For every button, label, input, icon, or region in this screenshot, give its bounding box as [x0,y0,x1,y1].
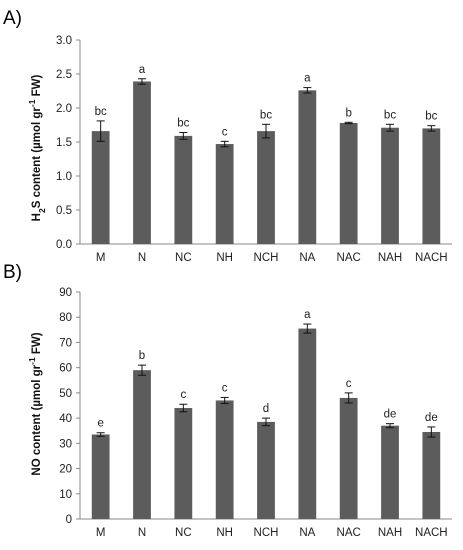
panel-b-y-tick-label: 10 [59,489,72,501]
panel-a-bar-na [298,90,317,244]
panel-b-y-tick-label: 40 [59,413,72,425]
panel-a-significance-label: bc [95,106,107,118]
panel-b-significance-label: d [263,403,269,415]
panel-a-y-tick-label: 3.0 [56,35,72,47]
panel-b-y-tick-label: 90 [59,287,72,299]
panel-a-bar-nch [257,131,275,244]
panel-b-x-tick-label: NA [299,527,315,539]
panel-b-bar-m [91,434,110,519]
panel-b-bar-nch [257,421,275,519]
panel-b-y-tick-label: 20 [59,464,72,476]
panel-a-plot: 0.0 0.5 1.0 1.5 2.0 2.5 3.0 bc Ma Nbc NC c NH bc NCH a N… [56,35,452,264]
panel-b-plot: 0 10 20 30 40 50 60 70 80 90 e Mb Nc NC c NH d NCH a NA c NAC… [59,287,452,539]
panel-a-x-tick-label: NAC [337,252,361,264]
panel-b-x-tick-label: NH [216,527,233,539]
panel-a-significance-label: a [139,64,146,76]
panel-b: B) NO content (µmol gr-1 FW) 0 10 20 30 40 50… [3,262,452,539]
panel-a-y-tick-label: 2.5 [56,69,72,81]
panel-a-bar-nah [381,127,399,244]
panel-a-significance-label: bc [177,117,189,129]
panel-b-bar-n [133,370,151,519]
panel-b-bar-nach [422,431,441,519]
panel-a-x-tick-label: NA [299,252,315,264]
panel-b-x-tick-label: NCH [254,527,279,539]
panel-b-bar-nc [174,408,193,519]
panel-b-x-tick-label: NAH [378,527,402,539]
panel-a-x-tick-label: N [138,252,146,264]
panel-b-x-tick-label: N [138,527,146,539]
panel-b-significance-label: e [97,418,103,430]
panel-a-x-tick-label: NAH [378,252,402,264]
panel-a-x-tick-label: NCH [254,252,279,264]
panel-a-y-tick-label: 1.5 [56,137,72,149]
panel-b-significance-label: b [139,350,145,362]
panel-b-y-tick-label: 80 [59,312,72,324]
panel-a-y-tick-label: 1.0 [56,171,72,183]
panel-b-significance-label: c [180,389,186,401]
panel-b-letter: B) [3,262,22,283]
panel-b-bar-nac [339,397,358,519]
panel-a-significance-label: a [304,73,311,85]
panel-b-significance-label: a [304,309,311,321]
panel-a-significance-label: bc [260,109,272,121]
panel-a-significance-label: c [222,126,228,138]
panel-b-y-axis-label: NO content (µmol gr-1 FW) [27,332,43,475]
panel-a-x-tick-label: M [96,252,106,264]
panel-a-significance-label: bc [384,109,396,121]
panel-a-bar-nh [215,144,234,244]
panel-b-y-tick-label: 0 [66,514,72,526]
panel-a-bar-nc [174,135,193,244]
panel-a-y-tick-label: 0.5 [56,205,72,217]
panel-b-y-tick-label: 60 [59,363,72,375]
panel-a-x-tick-label: NH [216,252,233,264]
panel-a-significance-label: bc [425,111,437,123]
panel-a-bar-n [133,81,151,244]
panel-b-y-tick-label: 30 [59,438,72,450]
panel-a-significance-label: b [345,107,351,119]
panel-b-y-tick-label: 50 [59,388,72,400]
panel-a-x-tick-label: NACH [415,252,448,264]
panel-a-letter: A) [3,8,22,29]
panel-b-bar-na [298,328,317,519]
panel-b-significance-label: c [222,382,228,394]
panel-b-x-tick-label: NC [175,527,192,539]
panel-b-y-tick-label: 70 [59,337,72,349]
panel-b-bar-nh [215,400,234,519]
panel-b-x-tick-label: NACH [415,527,448,539]
panel-a-y-tick-label: 0.0 [56,239,72,251]
panel-a: A) H2S content (µmol gr-1 FW) 0.0 0.5 1.0 1… [3,8,452,264]
panel-a-x-tick-label: NC [175,252,192,264]
panel-a-y-tick-label: 2.0 [56,103,72,115]
panel-b-significance-label: de [384,409,397,421]
panel-b-x-tick-label: M [96,527,106,539]
panel-b-significance-label: c [346,378,352,390]
panel-b-significance-label: de [425,412,438,424]
panel-b-bar-nah [381,425,399,519]
panel-a-y-axis-label: H2S content (µmol gr-1 FW) [27,74,47,221]
panel-a-bar-m [91,131,110,244]
panel-b-x-tick-label: NAC [337,527,361,539]
panel-a-bar-nac [339,122,358,244]
panel-a-bar-nach [422,128,441,244]
